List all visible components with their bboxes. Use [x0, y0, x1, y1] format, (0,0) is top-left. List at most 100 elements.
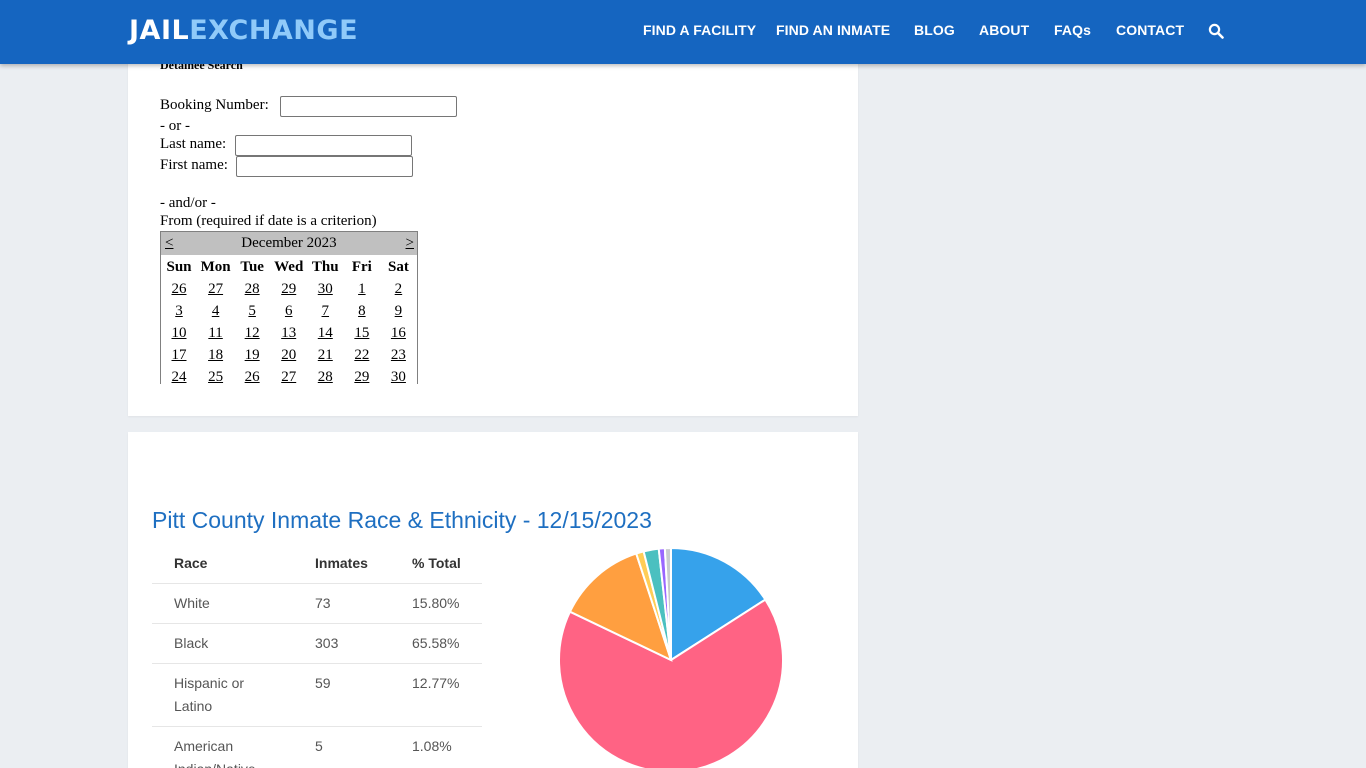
calendar-day[interactable]: 26 [171, 281, 187, 297]
pct-cell: 12.77% [412, 675, 460, 691]
inmates-cell: 59 [315, 675, 331, 691]
calendar-day[interactable]: 14 [317, 325, 333, 341]
calendar-day[interactable]: 13 [281, 325, 297, 341]
pie-slice[interactable] [670, 546, 767, 662]
inmates-cell: 303 [315, 635, 339, 651]
first-name-input[interactable] [236, 156, 413, 177]
calendar-day[interactable]: 29 [281, 281, 297, 297]
calendar-week-row: 17 18 19 20 21 22 23 [161, 347, 417, 369]
site-logo[interactable]: JAILEXCHANGE [129, 15, 358, 46]
calendar-weekday: Sat [388, 259, 409, 275]
search-icon[interactable] [1208, 23, 1224, 39]
race-cell: Black [174, 635, 209, 651]
calendar-day[interactable]: 27 [208, 281, 224, 297]
calendar-week-row: 24 25 26 27 28 29 30 [161, 369, 417, 384]
or-text: - or - [160, 118, 190, 134]
calendar-week-row: 26 27 28 29 30 1 2 [161, 281, 417, 303]
calendar-weekday: Mon [200, 259, 231, 275]
calendar-week-row: 10 11 12 13 14 15 16 [161, 325, 417, 347]
top-navbar: JAILEXCHANGE FIND A FACILITY FIND AN INM… [0, 0, 1366, 64]
pct-cell: 15.80% [412, 595, 460, 611]
calendar-day[interactable]: 7 [321, 303, 330, 319]
from-date-label: From (required if date is a criterion) [160, 213, 377, 229]
nav-blog[interactable]: BLOG [914, 22, 955, 38]
calendar-day[interactable]: 20 [281, 347, 297, 363]
calendar-weekday: Thu [311, 259, 339, 275]
inmates-cell: 5 [315, 738, 323, 754]
calendar-weekday: Sun [166, 259, 192, 275]
calendar-day[interactable]: 17 [171, 347, 187, 363]
nav-contact[interactable]: CONTACT [1116, 22, 1185, 38]
pie-slice[interactable] [663, 546, 672, 661]
calendar-day[interactable]: 6 [284, 303, 293, 319]
race-section-title: Pitt County Inmate Race & Ethnicity - 12… [152, 507, 652, 533]
calendar-day[interactable]: 15 [354, 325, 370, 341]
nav-find-facility[interactable]: FIND A FACILITY [643, 22, 757, 38]
table-row: American Indian/Native 5 1.08% [152, 727, 482, 768]
calendar-weekday: Tue [240, 259, 264, 275]
calendar-day[interactable]: 28 [244, 281, 260, 297]
table-row: Hispanic or Latino 59 12.77% [152, 664, 482, 727]
race-cell: American Indian/Native [174, 738, 256, 768]
calendar-day[interactable]: 23 [390, 347, 406, 363]
logo-text-exchange: EXCHANGE [189, 15, 359, 46]
nav-faqs[interactable]: FAQs [1054, 22, 1091, 38]
calendar-month: December 2023 [241, 235, 337, 251]
nav-about[interactable]: ABOUT [979, 22, 1030, 38]
calendar-day[interactable]: 29 [354, 369, 370, 384]
calendar-day[interactable]: 9 [394, 303, 403, 319]
calendar-weekday: Wed [274, 259, 304, 275]
race-cell: Hispanic or Latino [174, 675, 245, 714]
first-name-label: First name: [160, 157, 228, 173]
calendar-day[interactable]: 27 [281, 369, 297, 384]
calendar-day[interactable]: 16 [390, 325, 406, 341]
pct-cell: 65.58% [412, 635, 460, 651]
detainee-search-card: Detainee Search Booking Number: - or - L… [128, 0, 858, 416]
pie-slice[interactable] [568, 552, 673, 662]
main-nav: FIND A FACILITY FIND AN INMATE BLOG ABOU… [0, 22, 1366, 42]
calendar-day[interactable]: 30 [390, 369, 406, 384]
col-inmates: Inmates [315, 555, 368, 571]
calendar-day[interactable]: 19 [244, 347, 260, 363]
inmates-cell: 73 [315, 595, 331, 611]
race-cell: White [174, 595, 210, 611]
pie-slice[interactable] [558, 598, 784, 768]
calendar-day[interactable]: 25 [208, 369, 224, 384]
race-pie-chart [558, 546, 784, 768]
last-name-input[interactable] [235, 135, 412, 156]
table-header-row: Race Inmates % Total [152, 544, 482, 584]
calendar-day[interactable]: 24 [171, 369, 187, 384]
booking-number-input[interactable] [280, 96, 457, 117]
col-pct-total: % Total [412, 555, 461, 571]
calendar-day[interactable]: 21 [317, 347, 333, 363]
col-race: Race [174, 555, 208, 571]
calendar-day[interactable]: 4 [211, 303, 220, 319]
race-ethnicity-card: Pitt County Inmate Race & Ethnicity - 12… [128, 432, 858, 768]
booking-number-label: Booking Number: [160, 97, 269, 113]
calendar-day[interactable]: 1 [358, 281, 366, 297]
calendar-day[interactable]: 22 [354, 347, 370, 363]
table-row: White 73 15.80% [152, 584, 482, 624]
pct-cell: 1.08% [412, 738, 452, 754]
calendar-day[interactable]: 3 [175, 303, 183, 319]
calendar-next-link[interactable]: > [405, 235, 414, 251]
calendar-day[interactable]: 12 [244, 325, 260, 341]
calendar-day[interactable]: 11 [208, 325, 223, 341]
calendar-day[interactable]: 28 [317, 369, 333, 384]
calendar-weekday: Fri [351, 259, 372, 275]
calendar-day[interactable]: 2 [394, 281, 403, 297]
calendar-day[interactable]: 10 [171, 325, 187, 341]
table-row: Black 303 65.58% [152, 624, 482, 664]
last-name-label: Last name: [160, 136, 227, 152]
calendar-weekday-row: Sun Mon Tue Wed Thu Fri Sat [161, 259, 417, 281]
calendar-day[interactable]: 30 [317, 281, 333, 297]
calendar-day[interactable]: 8 [358, 303, 366, 319]
calendar-day[interactable]: 5 [248, 303, 256, 319]
calendar-day[interactable]: 18 [208, 347, 224, 363]
logo-text-jail: JAIL [129, 15, 190, 46]
nav-find-inmate[interactable]: FIND AN INMATE [776, 22, 891, 38]
calendar-prev-link[interactable]: < [165, 235, 174, 251]
calendar-day[interactable]: 26 [244, 369, 260, 384]
and-or-text: - and/or - [160, 195, 216, 211]
calendar-week-row: 3 4 5 6 7 8 9 [161, 303, 417, 325]
